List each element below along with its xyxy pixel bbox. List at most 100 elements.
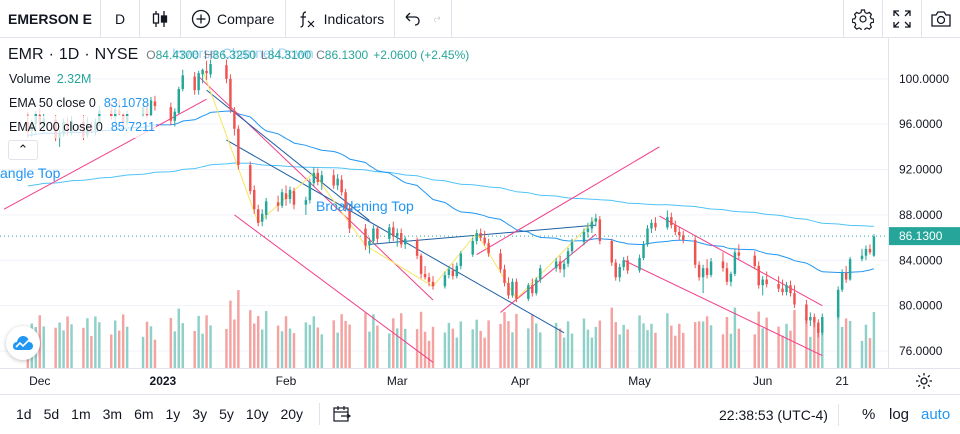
volume-bar <box>145 321 149 368</box>
volume-bar <box>487 320 490 368</box>
volume-bar <box>66 316 69 368</box>
candle-body <box>475 233 478 241</box>
range-button-5d[interactable]: 5d <box>43 406 60 422</box>
volume-bar <box>42 326 45 368</box>
tradingview-logo[interactable] <box>6 326 40 360</box>
indicators-button[interactable]: Indicators <box>286 0 395 38</box>
price-chart[interactable] <box>0 38 888 368</box>
candle-body <box>415 239 419 256</box>
candle-body <box>308 182 312 201</box>
volume-bar <box>785 323 788 368</box>
candle <box>201 68 204 84</box>
candle-body <box>284 193 288 200</box>
candle-body <box>225 65 228 79</box>
candle <box>709 258 713 278</box>
range-button-1m[interactable]: 1m <box>71 406 91 422</box>
range-button-5y[interactable]: 5y <box>219 406 234 422</box>
candle <box>479 228 482 241</box>
time-tick-label: Mar <box>387 374 408 388</box>
snapshot-button[interactable] <box>922 0 960 38</box>
candle <box>562 260 566 278</box>
candle <box>813 313 816 328</box>
range-button-6m[interactable]: 6m <box>134 406 154 422</box>
volume-legend[interactable]: Volume 2.32M <box>0 68 93 90</box>
volume-bar <box>201 333 204 368</box>
volume-bar <box>622 324 625 368</box>
candle-body <box>276 202 280 206</box>
volume-bar <box>153 339 157 368</box>
price-scale[interactable]: 100.0000 96.0000 92.0000 88.0000 84.0000 80.0… <box>888 38 960 368</box>
candle <box>336 174 339 190</box>
volume-bar <box>82 327 85 368</box>
symbol-search[interactable]: EMERSON E <box>8 10 93 27</box>
candle-body <box>423 273 427 278</box>
time-tick-label: 21 <box>835 374 849 388</box>
candle-body <box>499 253 502 270</box>
goto-date-button[interactable] <box>332 405 352 423</box>
time-tick-label: Dec <box>29 374 50 388</box>
candle <box>535 277 538 296</box>
settings-button[interactable] <box>844 0 882 38</box>
clock[interactable]: 22:38:53 (UTC-4) <box>719 406 828 423</box>
candle-body <box>562 263 566 270</box>
scale-settings-button[interactable] <box>888 369 960 393</box>
interval-button[interactable]: D <box>114 10 126 27</box>
candle <box>872 234 876 257</box>
range-button-10y[interactable]: 10y <box>245 406 269 422</box>
range-button-3m[interactable]: 3m <box>102 406 123 422</box>
volume-bar <box>586 329 590 368</box>
fullscreen-icon <box>893 10 911 28</box>
compare-button[interactable]: Compare <box>181 0 285 38</box>
range-button-1d[interactable]: 1d <box>16 406 32 422</box>
range-button-20y[interactable]: 20y <box>280 406 304 422</box>
change-value: +2.0600 (+2.45%) <box>373 48 470 62</box>
volume-bar <box>626 329 629 368</box>
ema50-legend[interactable]: EMA 50 close 0 83.1078 <box>0 92 151 114</box>
undo-button[interactable] <box>395 0 423 38</box>
candle <box>443 271 447 289</box>
volume-bar <box>70 324 73 368</box>
volume-bar <box>141 336 145 368</box>
log-scale-button[interactable]: log <box>889 406 910 423</box>
candle-body <box>364 228 367 246</box>
ema200-legend[interactable]: EMA 200 close 0 85.7211 <box>0 116 157 138</box>
auto-scale-button[interactable]: auto <box>921 406 951 423</box>
volume-bar <box>697 321 701 368</box>
candle <box>368 237 371 254</box>
candle-body <box>785 285 788 293</box>
volume-bar <box>507 321 510 368</box>
range-button-3y[interactable]: 3y <box>192 406 208 422</box>
volume-bar <box>368 331 371 368</box>
volume-bar <box>260 329 264 368</box>
range-button-1y[interactable]: 1y <box>165 406 181 422</box>
volume-bar <box>638 315 641 368</box>
volume-bar <box>590 337 594 368</box>
candle-body <box>840 272 844 290</box>
candle <box>193 72 196 95</box>
volume-bar <box>693 322 697 368</box>
inverse-channel-label: Inverse Channel Down <box>172 45 314 61</box>
candle-body <box>761 279 764 286</box>
volume-bar <box>471 329 474 368</box>
candle-body <box>292 191 296 205</box>
volume-bar <box>403 328 407 368</box>
redo-button[interactable] <box>423 0 451 38</box>
time-scale[interactable]: Dec 2023 Feb Mar Apr May Jun 21 <box>0 368 960 392</box>
candle <box>598 216 602 245</box>
volume-bar <box>117 330 121 368</box>
candle-body <box>701 268 705 278</box>
chart-pane[interactable] <box>0 38 888 368</box>
chart-type-button[interactable] <box>140 0 180 38</box>
candle-body <box>288 189 292 200</box>
percent-scale-button[interactable]: % <box>862 406 876 423</box>
legend-collapse-button[interactable]: ⌃ <box>8 140 38 160</box>
last-price-label: 86.1300 <box>899 229 943 243</box>
candle-body <box>872 236 876 256</box>
candle-body <box>479 233 482 238</box>
candle-body <box>372 228 375 241</box>
volume-bar <box>225 328 228 368</box>
fullscreen-button[interactable] <box>883 0 921 38</box>
volume-bar <box>316 327 320 368</box>
volume-bar <box>62 330 65 368</box>
ema50-line <box>27 110 875 274</box>
